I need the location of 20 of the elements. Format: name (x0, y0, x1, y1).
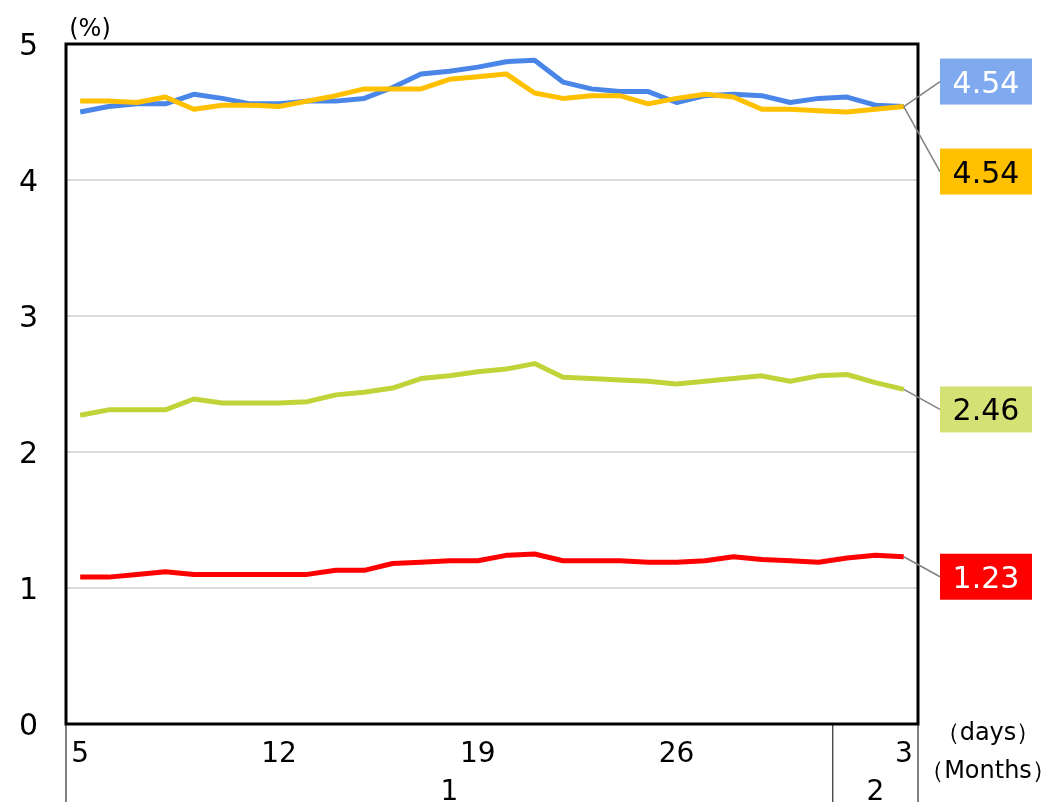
text: 1 (440, 774, 459, 807)
y-axis-title: (%) (69, 14, 111, 42)
y-tick-label: 4 (18, 162, 38, 198)
x-tick-label: 3 (894, 736, 913, 769)
data-label: 1.23 (952, 559, 1020, 595)
x-tick-label: 19 (459, 736, 496, 769)
data-label: 4.54 (952, 64, 1020, 100)
x-tick-label: 12 (261, 736, 297, 769)
data-label: 2.46 (952, 392, 1020, 428)
x-axis-title: （days） (935, 718, 1041, 746)
text: 2 (866, 774, 885, 807)
x-tick-label: 5 (71, 736, 90, 769)
y-tick-label: 1 (18, 570, 38, 606)
y-tick-label: 0 (18, 706, 38, 742)
data-label: 4.54 (952, 154, 1020, 190)
y-tick-label: 3 (18, 298, 38, 334)
text: （Months） (920, 756, 1056, 784)
y-tick-label: 2 (18, 434, 38, 470)
x-tick-label: 26 (658, 736, 695, 769)
y-tick-label: 5 (18, 26, 38, 62)
